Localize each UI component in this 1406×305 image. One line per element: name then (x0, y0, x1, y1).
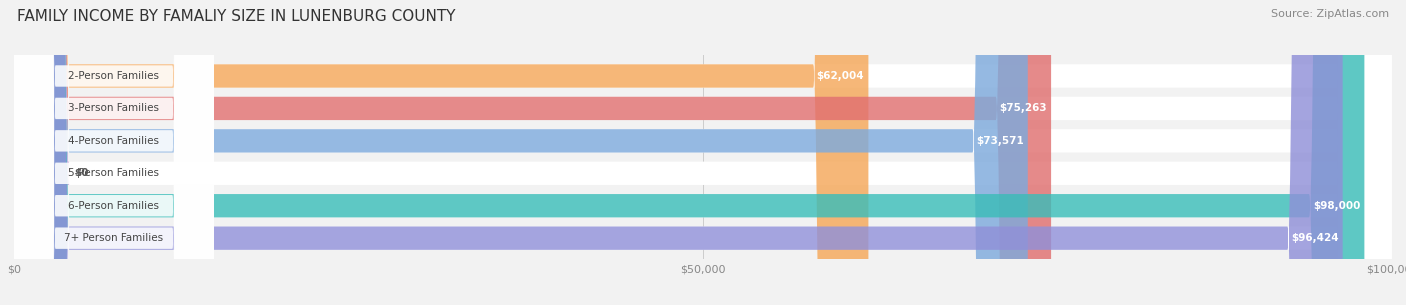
Text: $75,263: $75,263 (1000, 103, 1047, 113)
FancyBboxPatch shape (14, 0, 214, 305)
FancyBboxPatch shape (14, 0, 869, 305)
Text: $0: $0 (75, 168, 89, 178)
FancyBboxPatch shape (11, 0, 69, 305)
Text: Source: ZipAtlas.com: Source: ZipAtlas.com (1271, 9, 1389, 19)
Text: 5-Person Families: 5-Person Families (69, 168, 159, 178)
Text: 6-Person Families: 6-Person Families (69, 201, 159, 211)
Text: $96,424: $96,424 (1291, 233, 1339, 243)
FancyBboxPatch shape (14, 0, 1028, 305)
FancyBboxPatch shape (14, 0, 1392, 305)
Text: FAMILY INCOME BY FAMALIY SIZE IN LUNENBURG COUNTY: FAMILY INCOME BY FAMALIY SIZE IN LUNENBU… (17, 9, 456, 24)
Text: $73,571: $73,571 (976, 136, 1024, 146)
Text: 7+ Person Families: 7+ Person Families (65, 233, 163, 243)
FancyBboxPatch shape (14, 0, 214, 305)
Text: 2-Person Families: 2-Person Families (69, 71, 159, 81)
Text: $62,004: $62,004 (817, 71, 865, 81)
FancyBboxPatch shape (14, 0, 1343, 305)
FancyBboxPatch shape (14, 0, 1364, 305)
FancyBboxPatch shape (14, 0, 214, 305)
FancyBboxPatch shape (14, 0, 1392, 305)
Text: $98,000: $98,000 (1313, 201, 1360, 211)
Text: 3-Person Families: 3-Person Families (69, 103, 159, 113)
FancyBboxPatch shape (14, 0, 1392, 305)
Text: 4-Person Families: 4-Person Families (69, 136, 159, 146)
FancyBboxPatch shape (14, 0, 1392, 305)
FancyBboxPatch shape (14, 0, 214, 305)
FancyBboxPatch shape (14, 0, 214, 305)
FancyBboxPatch shape (14, 0, 1392, 305)
FancyBboxPatch shape (14, 0, 214, 305)
FancyBboxPatch shape (14, 0, 1392, 305)
FancyBboxPatch shape (14, 0, 1052, 305)
